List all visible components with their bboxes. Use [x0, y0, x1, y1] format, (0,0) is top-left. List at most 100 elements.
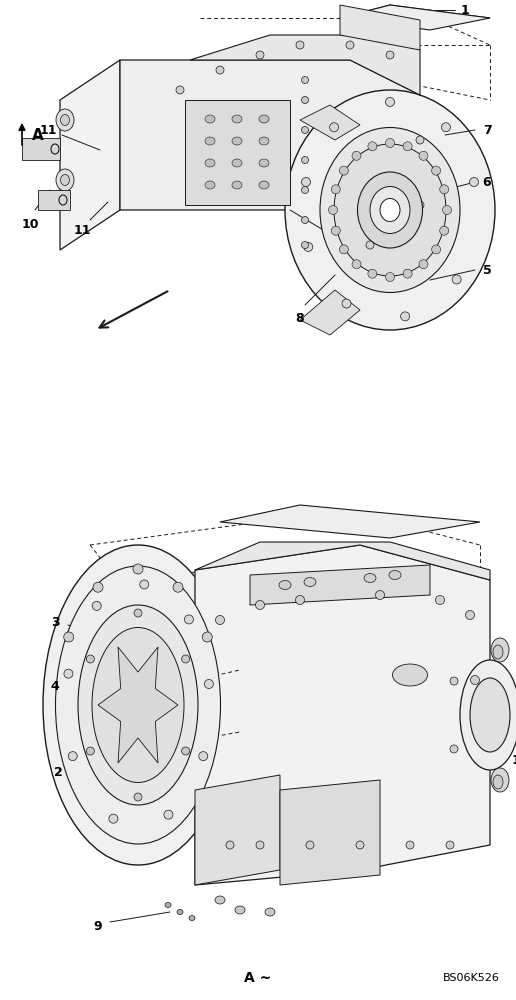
Ellipse shape — [205, 159, 215, 167]
Ellipse shape — [301, 241, 309, 248]
Ellipse shape — [440, 226, 449, 235]
Text: 1: 1 — [512, 754, 516, 766]
Polygon shape — [60, 60, 120, 250]
Ellipse shape — [470, 678, 510, 752]
Ellipse shape — [60, 114, 70, 125]
Ellipse shape — [419, 151, 428, 160]
Ellipse shape — [406, 841, 414, 849]
Ellipse shape — [416, 201, 424, 209]
Ellipse shape — [431, 245, 441, 254]
Ellipse shape — [471, 676, 479, 684]
Ellipse shape — [78, 605, 198, 805]
Polygon shape — [195, 545, 490, 885]
Ellipse shape — [63, 632, 74, 642]
Ellipse shape — [109, 814, 118, 823]
Ellipse shape — [140, 580, 149, 589]
Ellipse shape — [205, 115, 215, 123]
Ellipse shape — [134, 609, 142, 617]
Ellipse shape — [368, 142, 377, 151]
Polygon shape — [195, 775, 280, 885]
Ellipse shape — [177, 910, 183, 914]
Text: 4: 4 — [51, 680, 59, 694]
Ellipse shape — [232, 115, 242, 123]
Ellipse shape — [86, 747, 94, 755]
Ellipse shape — [366, 241, 374, 249]
Ellipse shape — [259, 181, 269, 189]
Ellipse shape — [385, 138, 395, 147]
Ellipse shape — [189, 916, 195, 920]
Ellipse shape — [396, 234, 404, 242]
Ellipse shape — [232, 159, 242, 167]
Ellipse shape — [470, 178, 478, 187]
Polygon shape — [98, 647, 178, 763]
Ellipse shape — [232, 137, 242, 145]
Ellipse shape — [232, 181, 242, 189]
Ellipse shape — [301, 156, 309, 163]
Ellipse shape — [301, 178, 311, 187]
Polygon shape — [340, 5, 420, 50]
Text: 1: 1 — [461, 3, 470, 16]
Ellipse shape — [320, 127, 460, 292]
Ellipse shape — [60, 174, 70, 186]
Polygon shape — [300, 290, 360, 335]
Ellipse shape — [199, 752, 208, 761]
Text: 3: 3 — [51, 615, 59, 629]
Ellipse shape — [385, 272, 395, 282]
Ellipse shape — [334, 144, 446, 276]
Ellipse shape — [340, 245, 348, 254]
Ellipse shape — [164, 810, 173, 819]
Ellipse shape — [329, 206, 337, 215]
Ellipse shape — [331, 185, 340, 194]
Ellipse shape — [134, 793, 142, 801]
Ellipse shape — [205, 137, 215, 145]
Ellipse shape — [304, 242, 313, 251]
Ellipse shape — [56, 169, 74, 191]
Ellipse shape — [226, 841, 234, 849]
Ellipse shape — [400, 312, 410, 321]
Ellipse shape — [92, 628, 184, 782]
Ellipse shape — [296, 41, 304, 49]
Ellipse shape — [265, 908, 275, 916]
Ellipse shape — [446, 841, 454, 849]
Ellipse shape — [173, 582, 183, 592]
Ellipse shape — [301, 186, 309, 194]
Text: A: A — [32, 127, 44, 142]
Ellipse shape — [364, 574, 376, 582]
Ellipse shape — [342, 299, 351, 308]
Ellipse shape — [301, 217, 309, 224]
Ellipse shape — [92, 601, 101, 610]
Polygon shape — [190, 35, 420, 95]
Ellipse shape — [340, 166, 348, 175]
Text: 10: 10 — [21, 219, 39, 232]
Ellipse shape — [380, 198, 400, 222]
Ellipse shape — [403, 142, 412, 151]
Ellipse shape — [68, 752, 77, 761]
Polygon shape — [300, 105, 360, 140]
Ellipse shape — [205, 181, 215, 189]
Ellipse shape — [296, 595, 304, 604]
Polygon shape — [340, 5, 490, 30]
Polygon shape — [280, 780, 380, 885]
Ellipse shape — [235, 906, 245, 914]
Ellipse shape — [330, 123, 338, 132]
Text: 11: 11 — [73, 224, 91, 236]
Ellipse shape — [259, 137, 269, 145]
Text: 5: 5 — [482, 263, 491, 276]
Ellipse shape — [356, 841, 364, 849]
Ellipse shape — [389, 570, 401, 580]
Ellipse shape — [370, 186, 410, 233]
Ellipse shape — [256, 841, 264, 849]
Ellipse shape — [165, 902, 171, 908]
Ellipse shape — [256, 51, 264, 59]
Ellipse shape — [304, 578, 316, 586]
Ellipse shape — [285, 90, 495, 330]
Polygon shape — [195, 542, 490, 580]
Ellipse shape — [368, 269, 377, 278]
Ellipse shape — [436, 595, 444, 604]
Ellipse shape — [465, 610, 475, 619]
Ellipse shape — [352, 260, 361, 269]
Ellipse shape — [176, 86, 184, 94]
Text: A ~: A ~ — [245, 971, 271, 985]
Bar — [38, 190, 70, 210]
Ellipse shape — [133, 564, 143, 574]
